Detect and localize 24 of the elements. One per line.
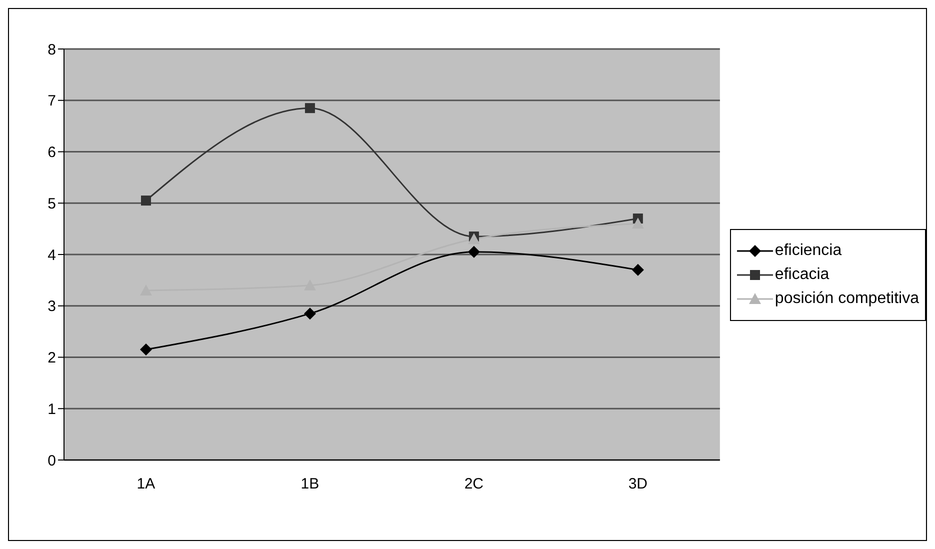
y-tick-label: 7	[48, 92, 56, 110]
point	[140, 196, 151, 206]
x-tick-label: 1B	[300, 476, 320, 493]
x-tick-label: 3D	[628, 476, 648, 493]
legend-label: eficacia	[774, 266, 830, 284]
y-tick-label: 6	[48, 144, 56, 162]
y-tick-label: 8	[48, 41, 56, 58]
point	[632, 218, 644, 229]
x-tick-label: 2C	[464, 476, 484, 493]
x-tick-label: 1A	[136, 476, 156, 493]
y-tick-label: 1	[48, 400, 56, 418]
point	[468, 233, 480, 244]
y-tick-label: 3	[48, 298, 56, 316]
point	[304, 103, 315, 114]
y-tick-label: 2	[48, 350, 56, 367]
y-tick-label: 5	[48, 195, 56, 212]
point	[632, 264, 644, 276]
point	[468, 246, 480, 258]
y-tick-label: 0	[48, 452, 56, 470]
legend-label: posición competitiva	[774, 290, 919, 308]
legend-label: eficiencia	[774, 242, 842, 260]
y-tick-label: 4	[48, 246, 56, 264]
point	[140, 344, 152, 356]
point	[304, 308, 316, 320]
